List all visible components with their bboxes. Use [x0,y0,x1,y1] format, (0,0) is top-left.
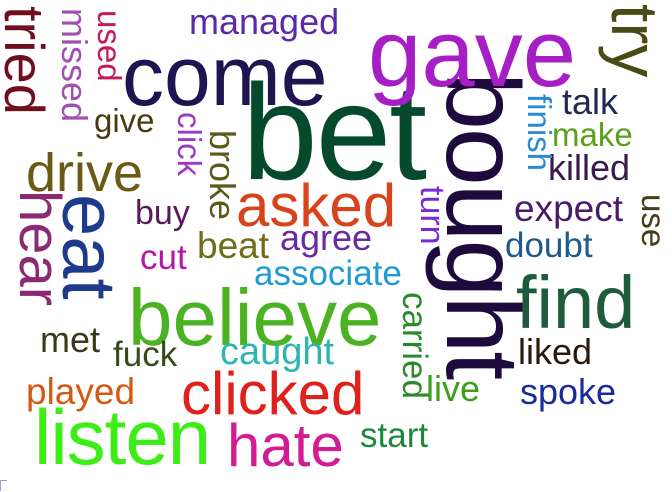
word-played: played [26,371,136,412]
word-clicked: clicked [181,360,365,427]
word-managed: managed [189,1,340,42]
word-drive: drive [26,143,144,203]
word-talk: talk [562,81,619,122]
word-gave: gave [368,0,577,107]
word-cut: cut [140,238,187,277]
word-agree: agree [280,217,373,258]
word-come: come [122,29,328,123]
word-asked: asked [236,172,397,239]
word-hear: hear [7,190,72,307]
word-caught: caught [220,331,335,373]
word-start: start [360,416,429,455]
word-beat: beat [197,225,270,266]
word-turn: turn [413,186,451,245]
word-doubt: doubt [505,226,593,265]
word-try: try [598,4,672,78]
word-give: give [94,102,155,139]
word-missed: missed [54,8,95,123]
word-broke: broke [202,130,243,221]
word-make: make [552,116,633,153]
word-hate: hate [227,412,344,479]
word-liked: liked [518,331,593,372]
word-believe: believe [128,273,382,362]
word-listen: listen [34,393,211,481]
word-use: use [635,194,672,248]
word-spoke: spoke [520,371,617,412]
word-used: used [91,10,128,82]
word-buy: buy [135,194,190,232]
word-killed: killed [548,147,631,188]
word-bet: bet [242,56,427,208]
corner-mark [0,480,7,491]
word-met: met [40,319,101,360]
word-expect: expect [514,188,624,229]
word-carried: carried [395,292,434,399]
word-tried: tried [0,6,56,115]
word-finish: finish [521,94,558,172]
word-live: live [426,368,481,409]
word-find: find [516,261,636,344]
word-associate: associate [254,254,402,293]
word-fuck: fuck [113,335,178,374]
